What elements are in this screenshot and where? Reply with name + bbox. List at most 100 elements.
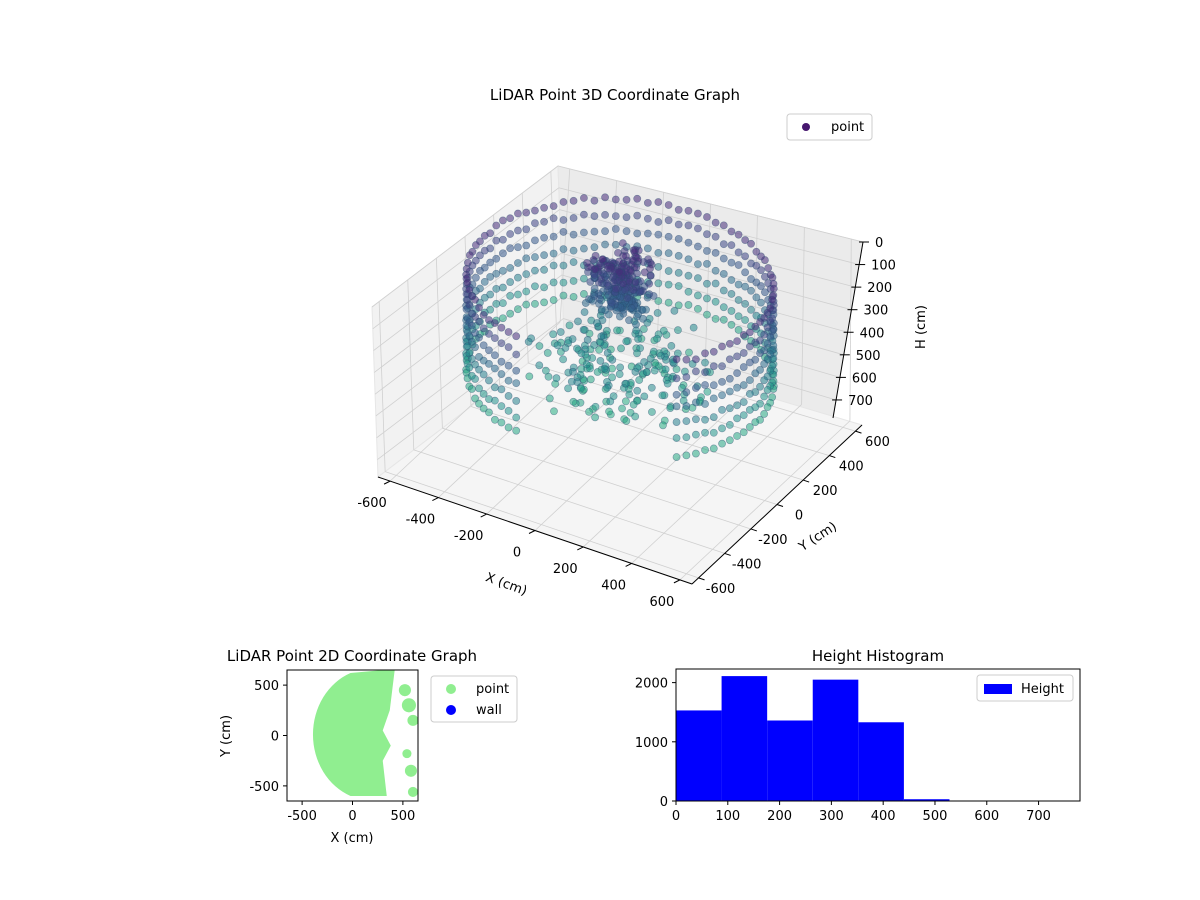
- chart-2d-title: LiDAR Point 2D Coordinate Graph: [227, 647, 477, 665]
- data-point: [535, 342, 544, 350]
- grid-y-floor: [413, 449, 725, 554]
- data-point: [745, 342, 754, 351]
- data-point: [553, 341, 562, 350]
- data-point: [497, 357, 506, 366]
- data-point: [719, 254, 728, 263]
- data-point: [617, 344, 625, 353]
- data-point: [711, 249, 720, 257]
- data-point: [719, 240, 728, 249]
- data-point: [485, 376, 493, 385]
- y-tick-mark: [829, 455, 836, 459]
- data-point: [497, 323, 506, 332]
- data-point: [499, 299, 507, 308]
- data-point: [512, 413, 521, 422]
- data-point: [654, 248, 663, 257]
- data-point: [475, 399, 483, 408]
- data-point: [590, 227, 599, 236]
- x-axis-label-2d: X (cm): [331, 831, 374, 846]
- data-point: [684, 287, 693, 296]
- grid-y-left: [407, 279, 415, 450]
- data-point: [682, 373, 691, 381]
- data-point: [467, 321, 476, 330]
- data-point: [504, 376, 513, 385]
- data-point: [512, 350, 521, 359]
- data-point: [692, 430, 700, 439]
- data-point: [580, 274, 588, 283]
- data-point: [574, 317, 582, 326]
- h-tick-label: 100: [871, 259, 896, 274]
- data-point: [514, 226, 522, 235]
- data-point: [719, 270, 728, 278]
- data-point: [577, 384, 585, 393]
- data-point: [480, 231, 489, 240]
- legend-2d-marker: [446, 684, 456, 694]
- data-point: [479, 310, 488, 319]
- x-tick-mark: [577, 546, 584, 551]
- data-point: [619, 279, 627, 288]
- data-point: [593, 319, 601, 327]
- data-point: [540, 283, 548, 292]
- data-point: [504, 343, 513, 352]
- data-point: [649, 347, 658, 356]
- data-point: [506, 278, 515, 286]
- data-point: [739, 398, 748, 407]
- x-tick-label: 400: [601, 578, 626, 593]
- data-point: [703, 387, 712, 396]
- data-point: [579, 325, 588, 334]
- data-point: [694, 209, 702, 218]
- data-point: [499, 216, 507, 225]
- data-point: [569, 246, 578, 255]
- data-point: [711, 279, 720, 288]
- data-point: [590, 243, 599, 252]
- data-point: [580, 210, 588, 219]
- data-point: [674, 282, 683, 290]
- data-point: [745, 406, 754, 414]
- data-point: [739, 428, 748, 437]
- data-point: [490, 334, 499, 343]
- y-tick-label: 0: [795, 509, 803, 524]
- data-point: [645, 290, 654, 299]
- x-tick-mark: [383, 480, 391, 485]
- x-tick-label: 300: [819, 809, 844, 824]
- data-point: [591, 413, 600, 422]
- grid-y-left: [378, 301, 386, 472]
- data-point: [618, 239, 627, 248]
- x-tick-label: 600: [974, 809, 999, 824]
- y-tick-label: 1000: [635, 736, 668, 751]
- axes-frame-histogram: [675, 668, 1081, 802]
- data-point: [643, 229, 652, 238]
- data-point: [531, 299, 539, 308]
- data-point: [590, 212, 599, 221]
- data-point: [709, 347, 718, 356]
- data-point: [747, 305, 755, 314]
- data-point: [709, 381, 718, 390]
- data-point: [760, 392, 769, 401]
- data-point: [719, 286, 728, 295]
- data-point: [711, 266, 720, 275]
- data-point: [718, 439, 726, 448]
- data-point: [525, 372, 534, 381]
- data-point: [475, 303, 483, 312]
- data-point: [635, 376, 644, 384]
- data-point: [492, 284, 501, 293]
- data-point: [580, 244, 588, 253]
- data-point: [504, 392, 513, 400]
- data-point: [684, 301, 693, 309]
- legend-2d-label: wall: [476, 703, 502, 718]
- data-point: [642, 368, 651, 376]
- data-point: [734, 230, 743, 239]
- data-point: [734, 326, 743, 334]
- data-point: [512, 426, 521, 435]
- data-point: [639, 325, 648, 333]
- data-point: [751, 418, 760, 427]
- grid-x-floor: [438, 338, 609, 498]
- data-point: [600, 364, 609, 373]
- data-point: [465, 300, 474, 309]
- data-point: [672, 453, 681, 461]
- y-tick-label: -500: [249, 780, 279, 795]
- data-point: [485, 346, 493, 355]
- data-point: [674, 205, 683, 214]
- histogram-bar: [812, 679, 859, 801]
- data-point: [531, 266, 539, 275]
- data-point: [616, 363, 625, 372]
